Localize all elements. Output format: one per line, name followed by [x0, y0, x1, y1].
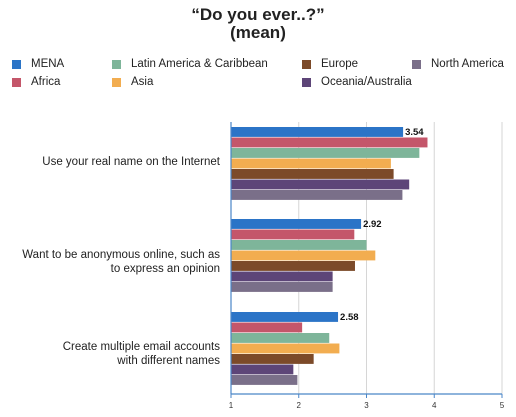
bar-0-asia	[231, 158, 391, 169]
legend-label-mena: MENA	[31, 58, 65, 70]
category-label-anonymous-line-1: Want to be anonymous online, such as	[22, 249, 220, 261]
bar-1-latin-america-caribbean	[231, 240, 367, 250]
bar-0-latin-america-caribbean	[231, 148, 420, 158]
bar-2-africa	[231, 322, 303, 333]
bar-2-oceania-australia	[231, 364, 294, 375]
bar-2-mena	[231, 312, 339, 322]
bar-0-north-america	[231, 190, 403, 200]
bar-2-latin-america-caribbean	[231, 333, 330, 343]
x-tick-label-3: 3	[364, 401, 369, 410]
legend-swatch-oceania	[302, 77, 311, 87]
x-tick-label-2: 2	[297, 401, 302, 410]
value-label-2: 2.58	[340, 312, 359, 323]
bar-1-asia	[231, 250, 376, 261]
legend-swatch-europe	[302, 59, 311, 69]
bar-0-mena	[231, 127, 404, 137]
value-label-0: 3.54	[405, 127, 424, 138]
category-label-multiple-emails-line-1: Create multiple email accounts	[62, 341, 220, 353]
legend-label-latin-america: Latin America & Caribbean	[131, 58, 268, 70]
legend-swatch-mena	[12, 59, 21, 69]
bar-0-oceania-australia	[231, 179, 410, 190]
legend-label-africa: Africa	[31, 76, 61, 88]
category-label-real-name-line-1: Use your real name on the Internet	[42, 156, 220, 168]
legend-item-asia: Asia	[112, 76, 153, 88]
bar-1-mena	[231, 219, 362, 229]
legend-item-north-america: North America	[412, 58, 504, 70]
legend-swatch-asia	[112, 77, 121, 87]
legend-item-africa: Africa	[12, 76, 60, 88]
bar-1-north-america	[231, 282, 333, 292]
category-label-anonymous-line-2: to express an opinion	[110, 263, 220, 275]
legend-item-europe: Europe	[302, 58, 358, 70]
value-label-1: 2.92	[363, 219, 382, 230]
bar-2-north-america	[231, 375, 298, 385]
legend-label-europe: Europe	[321, 58, 359, 70]
category-label-multiple-emails-line-2: with different names	[117, 355, 220, 367]
legend-label-north-america: North America	[431, 58, 504, 70]
bar-0-africa	[231, 137, 428, 148]
legend-swatch-africa	[12, 77, 21, 87]
x-tick-label-1: 1	[229, 401, 234, 410]
chart-title: “Do you ever..?” (mean)	[0, 6, 516, 42]
category-label-anonymous: Want to be anonymous online, such as to …	[22, 248, 220, 276]
bar-1-africa	[231, 229, 355, 240]
bar-2-europe	[231, 354, 314, 364]
legend-swatch-north-america	[412, 59, 421, 69]
category-label-multiple-emails: Create multiple email accounts with diff…	[63, 340, 220, 368]
legend-item-latin-america: Latin America & Caribbean	[112, 58, 268, 70]
legend-item-oceania: Oceania/Australia	[302, 76, 412, 88]
bar-1-oceania-australia	[231, 271, 333, 282]
legend-label-asia: Asia	[131, 76, 154, 88]
x-tick-label-4: 4	[432, 401, 437, 410]
category-label-real-name: Use your real name on the Internet	[42, 155, 220, 169]
legend-item-mena: MENA	[12, 58, 64, 70]
bar-0-europe	[231, 169, 394, 179]
bar-2-asia	[231, 343, 340, 354]
legend-label-oceania: Oceania/Australia	[321, 76, 412, 88]
x-tick-label-5: 5	[500, 401, 505, 410]
chart-title-line-1: “Do you ever..?”	[191, 5, 325, 24]
bar-1-europe	[231, 261, 355, 271]
chart-title-line-2: (mean)	[230, 23, 286, 42]
legend-swatch-latin-america	[112, 59, 121, 69]
